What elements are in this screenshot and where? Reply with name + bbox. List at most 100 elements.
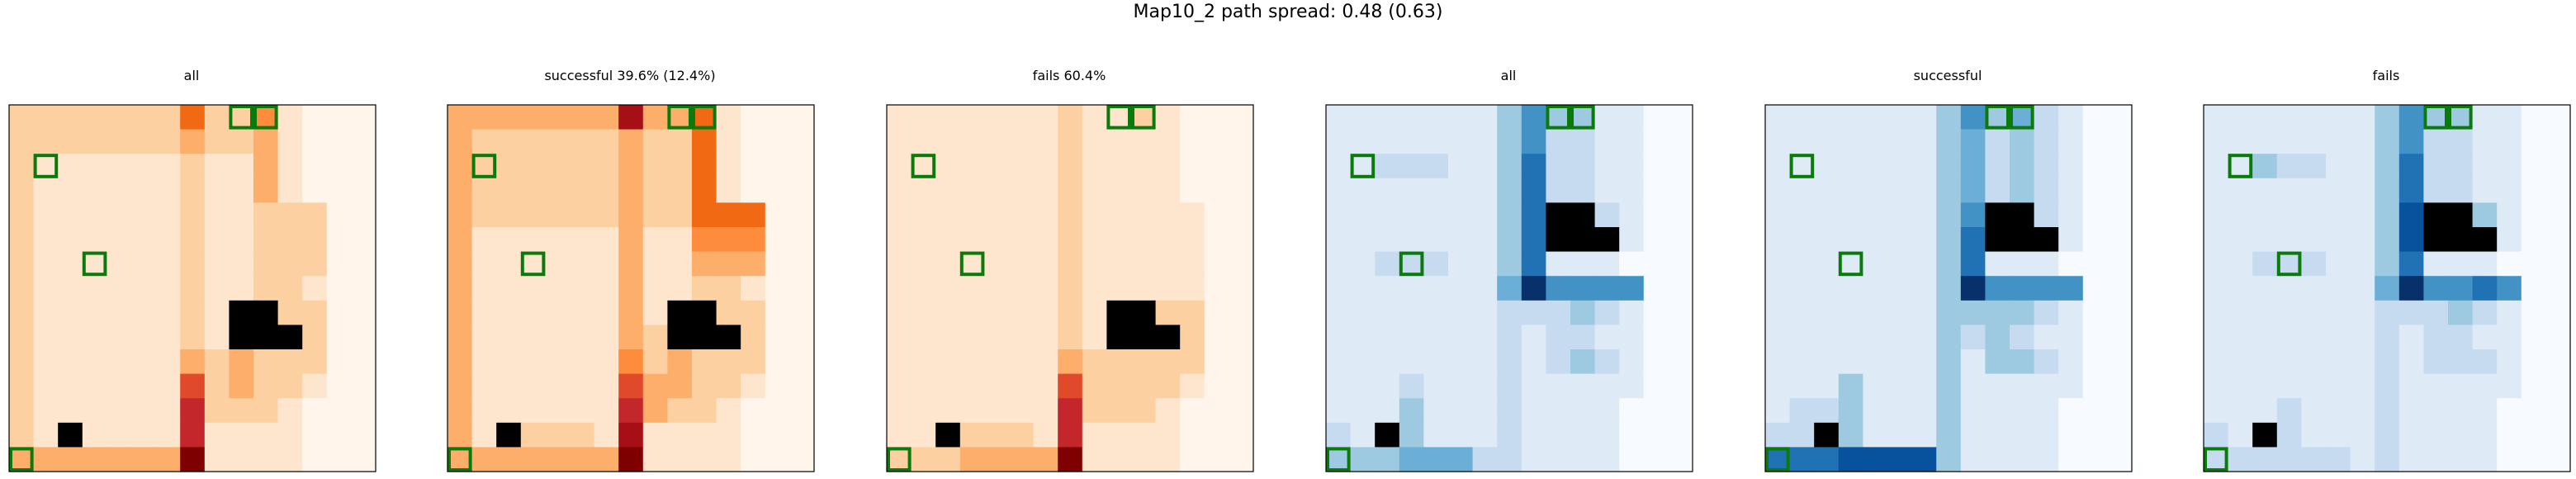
- heatmap-cell: [2082, 349, 2108, 375]
- heatmap-cell: [1570, 373, 1596, 399]
- heatmap-cell: [1936, 398, 1962, 424]
- heatmap-cell: [1058, 251, 1083, 277]
- heatmap-cell: [1204, 447, 1229, 472]
- heatmap-cell: [520, 154, 546, 179]
- heatmap-cell: [2521, 349, 2546, 375]
- heatmap-cell: [131, 276, 157, 301]
- heatmap-cell: [82, 251, 107, 277]
- heatmap-cell: [2521, 129, 2546, 154]
- heatmap-cell: [1960, 227, 1986, 253]
- heatmap-plot: [1325, 104, 1693, 472]
- heatmap-cell: [204, 129, 230, 154]
- heatmap-cell: [1472, 227, 1498, 253]
- heatmap-cell: [2326, 325, 2351, 350]
- heatmap-cell: [326, 325, 352, 350]
- heatmap-cell: [911, 422, 936, 448]
- heatmap-cell: [1521, 227, 1546, 253]
- wall-cell: [2423, 202, 2449, 228]
- heatmap-cell: [1423, 178, 1449, 203]
- heatmap-cell: [1155, 202, 1181, 228]
- heatmap-cell: [716, 349, 741, 375]
- heatmap-cell: [155, 325, 181, 350]
- heatmap-cell: [2375, 447, 2400, 472]
- heatmap-cell: [618, 349, 644, 375]
- heatmap-cell: [1521, 251, 1546, 277]
- heatmap-cell: [570, 422, 595, 448]
- heatmap-cell: [180, 373, 206, 399]
- wall-cell: [2010, 202, 2035, 228]
- heatmap-cell: [1619, 300, 1645, 325]
- heatmap-cell: [1472, 300, 1498, 325]
- heatmap-cell: [2082, 202, 2108, 228]
- heatmap-cell: [1619, 398, 1645, 424]
- heatmap-cell: [2301, 202, 2327, 228]
- heatmap-cell: [1863, 154, 1888, 179]
- heatmap-cell: [1326, 227, 1352, 253]
- heatmap-cell: [1033, 129, 1058, 154]
- heatmap-cell: [1668, 447, 1693, 472]
- heatmap-cell: [520, 349, 546, 375]
- heatmap-cell: [911, 349, 936, 375]
- heatmap-cell: [1326, 105, 1352, 130]
- heatmap-cell: [2326, 373, 2351, 399]
- heatmap-cell: [1521, 154, 1546, 179]
- heatmap-cell: [2034, 251, 2059, 277]
- heatmap-cell: [1936, 349, 1962, 375]
- heatmap-cell: [2521, 422, 2546, 448]
- heatmap-cell: [1570, 300, 1596, 325]
- heatmap-cell: [1594, 178, 1620, 203]
- heatmap-cell: [2448, 422, 2474, 448]
- heatmap-cell: [447, 227, 473, 253]
- heatmap-cell: [204, 276, 230, 301]
- heatmap-cell: [1814, 129, 1840, 154]
- heatmap-cell: [180, 447, 206, 472]
- heatmap-cell: [1643, 129, 1669, 154]
- heatmap-cell: [1887, 105, 1913, 130]
- heatmap-cell: [789, 349, 815, 375]
- heatmap-cell: [935, 276, 961, 301]
- heatmap-cell: [253, 422, 279, 448]
- heatmap-cell: [1472, 129, 1498, 154]
- heatmap-cell: [2058, 349, 2084, 375]
- heatmap-panel-2: successful 39.6% (12.4%): [447, 68, 815, 472]
- heatmap-cell: [1033, 422, 1058, 448]
- heatmap-cell: [2082, 276, 2108, 301]
- heatmap-cell: [2375, 373, 2400, 399]
- heatmap-cell: [447, 105, 473, 130]
- heatmap-cell: [2010, 300, 2035, 325]
- heatmap-cell: [1009, 349, 1035, 375]
- target-marker: [1570, 105, 1595, 130]
- heatmap-cell: [1765, 373, 1791, 399]
- target-marker: [1789, 154, 1815, 178]
- heatmap-cell: [1789, 422, 1815, 448]
- heatmap-cell: [204, 154, 230, 179]
- heatmap-cell: [1838, 202, 1863, 228]
- heatmap-cell: [741, 178, 766, 203]
- heatmap-cell: [302, 447, 328, 472]
- heatmap-cell: [9, 373, 35, 399]
- heatmap-cell: [789, 276, 815, 301]
- heatmap-cell: [1887, 227, 1913, 253]
- heatmap-cell: [2082, 325, 2108, 350]
- heatmap-cell: [1814, 325, 1840, 350]
- panel-title: fails: [2372, 68, 2400, 83]
- heatmap-cell: [1009, 447, 1035, 472]
- heatmap-cell: [326, 398, 352, 424]
- heatmap-cell: [1350, 300, 1376, 325]
- heatmap-cell: [1082, 325, 1107, 350]
- heatmap-cell: [1082, 447, 1107, 472]
- heatmap-cell: [33, 178, 59, 203]
- heatmap-cell: [1326, 447, 1352, 472]
- heatmap-cell: [1229, 227, 1254, 253]
- heatmap-cell: [935, 251, 961, 277]
- heatmap-cell: [2472, 276, 2498, 301]
- heatmap-cell: [1350, 447, 1376, 472]
- heatmap-cell: [789, 154, 815, 179]
- heatmap-cell: [1375, 373, 1400, 399]
- heatmap-cell: [9, 251, 35, 277]
- heatmap-cell: [1936, 129, 1962, 154]
- heatmap-cell: [2034, 325, 2059, 350]
- heatmap-cell: [1009, 129, 1035, 154]
- heatmap-cell: [1058, 373, 1083, 399]
- heatmap-cell: [2010, 325, 2035, 350]
